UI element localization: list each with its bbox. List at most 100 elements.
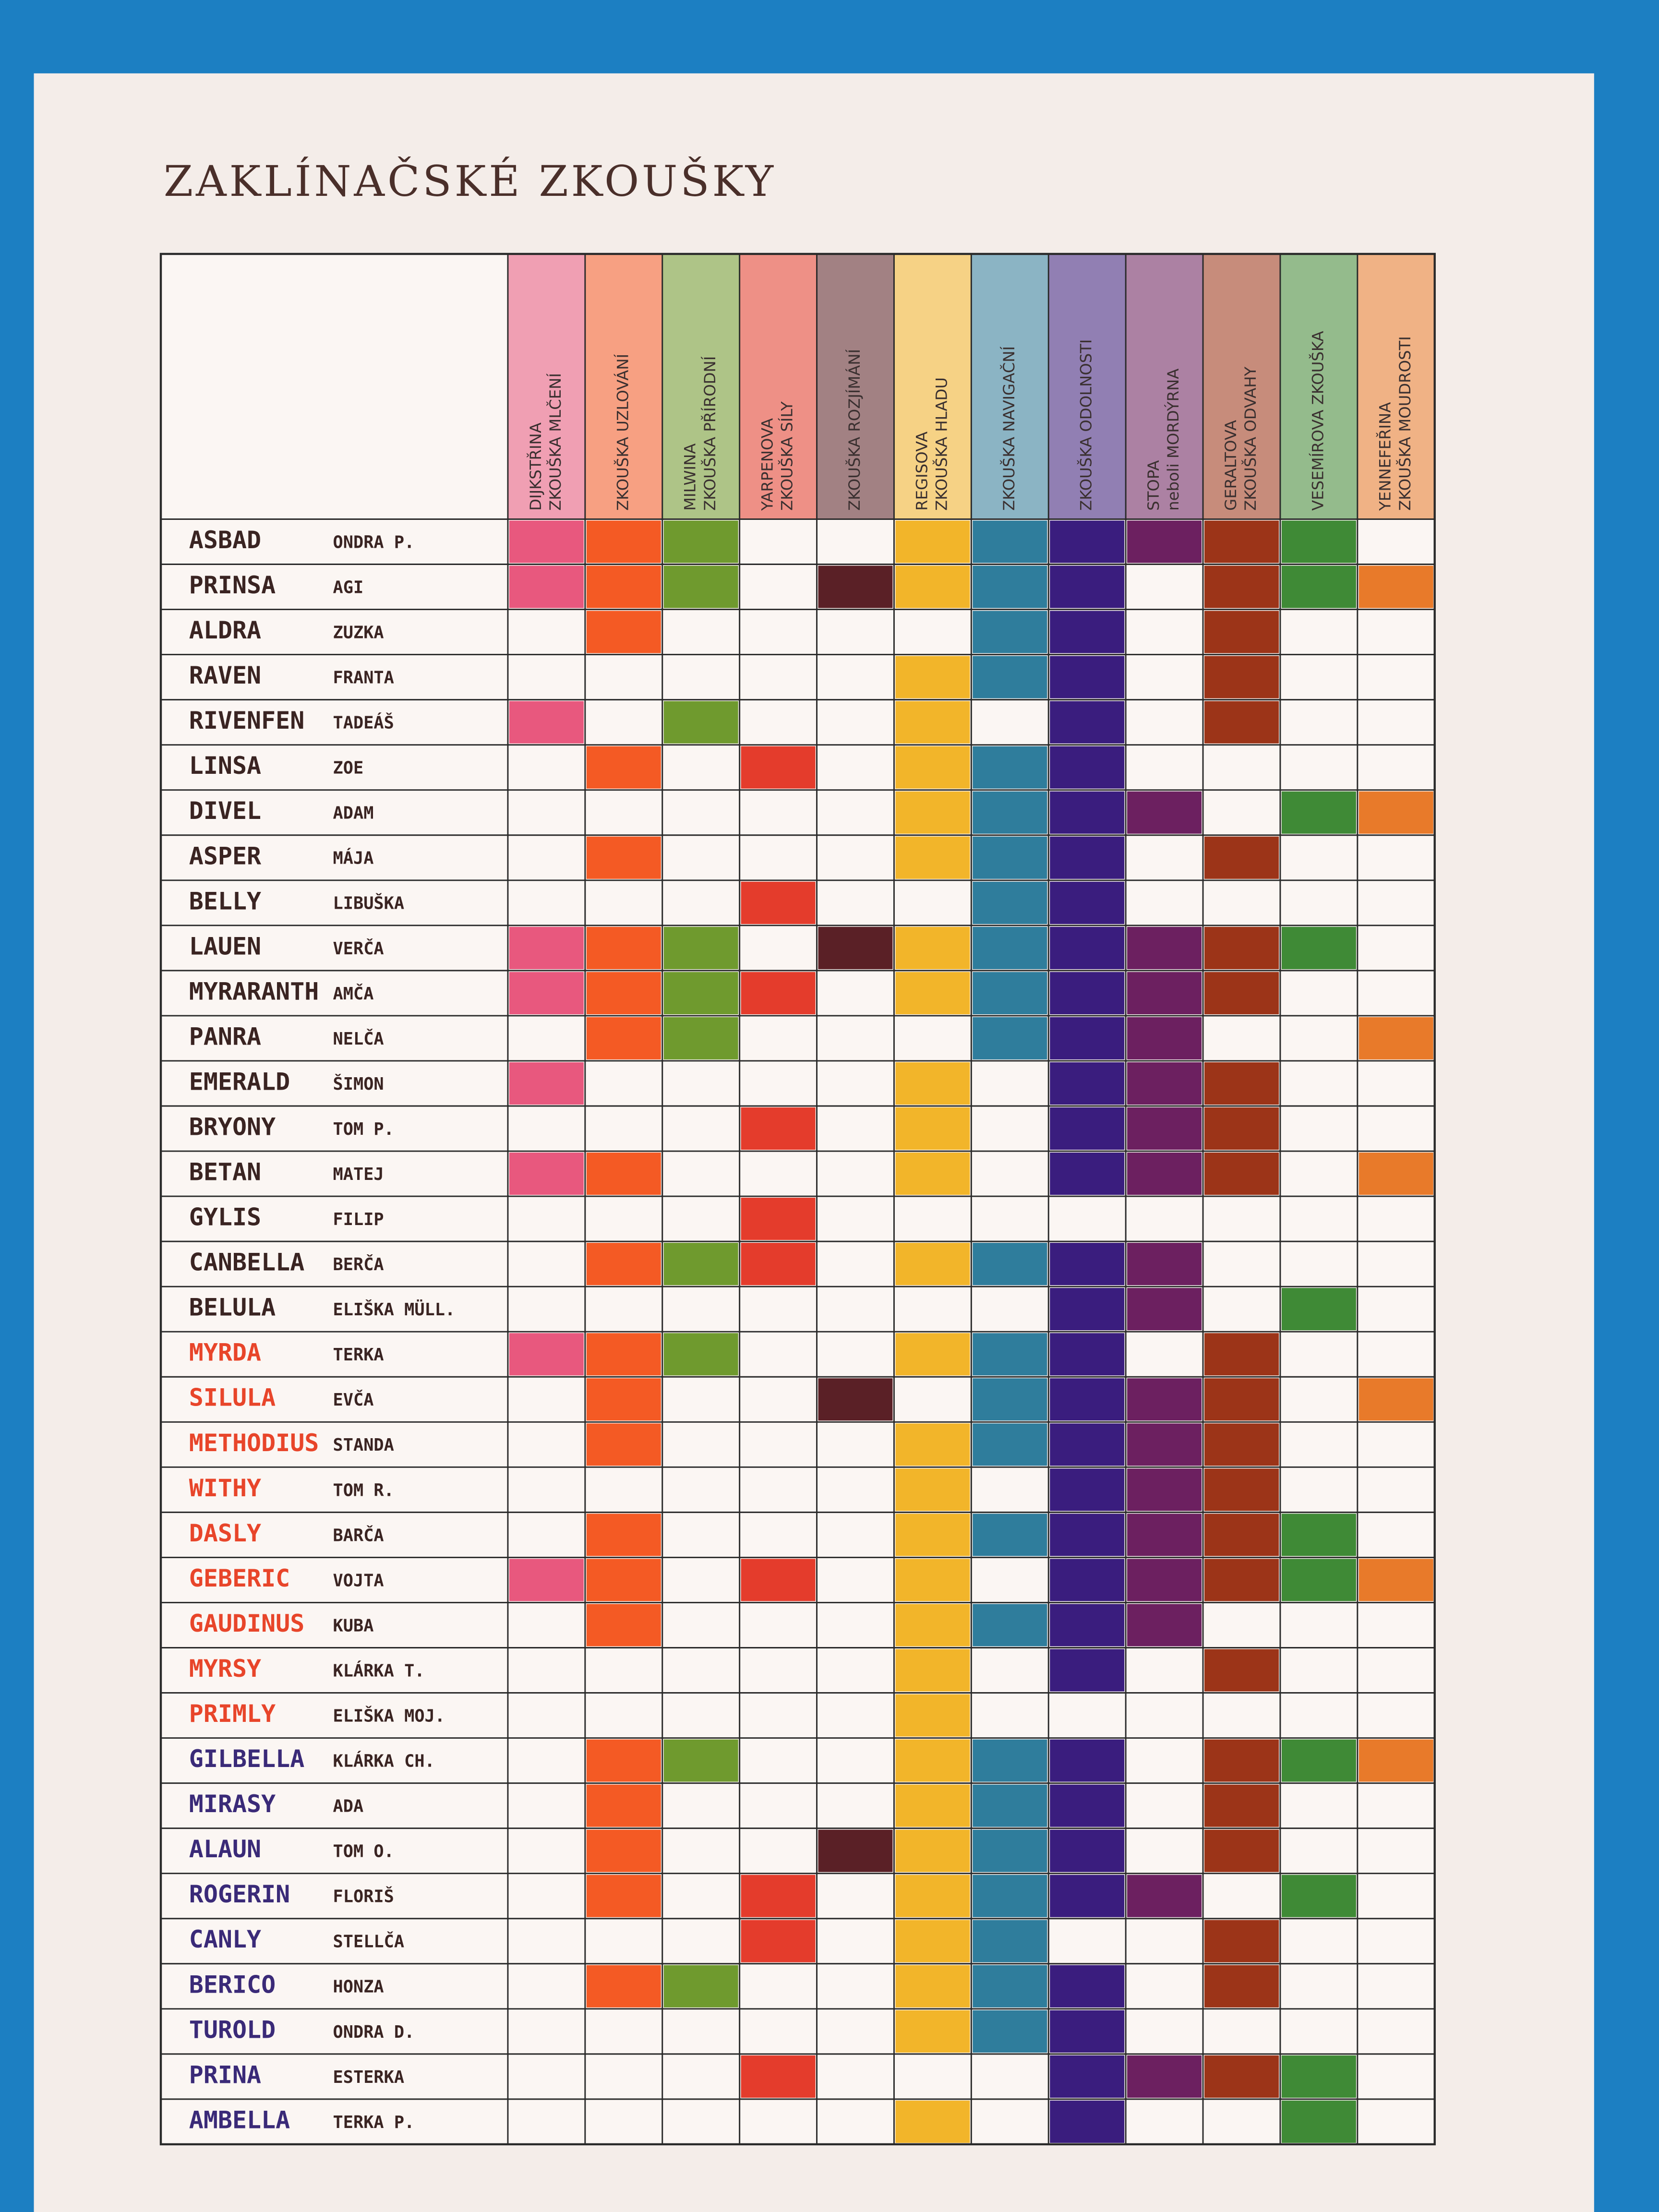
cell bbox=[973, 926, 1047, 969]
cell bbox=[895, 1694, 970, 1737]
cell bbox=[895, 1152, 970, 1195]
column-header-band bbox=[894, 253, 972, 519]
cell bbox=[1127, 1288, 1202, 1331]
cell bbox=[973, 836, 1047, 879]
cell bbox=[895, 2010, 970, 2053]
cell bbox=[509, 1333, 584, 1376]
cell bbox=[1281, 2055, 1356, 2098]
cell bbox=[973, 746, 1047, 789]
student-name: ASPER bbox=[189, 842, 262, 870]
cell bbox=[1204, 1514, 1279, 1556]
student-name: GAUDINUS bbox=[189, 1610, 305, 1637]
column-header: ZKOUŠKA SÍLY bbox=[778, 401, 796, 511]
student-nickname: STELLČA bbox=[333, 1932, 405, 1952]
column-header-band bbox=[971, 253, 1049, 519]
student-name: BETAN bbox=[189, 1158, 261, 1186]
cell bbox=[1050, 1559, 1125, 1601]
student-name: ALDRA bbox=[189, 616, 261, 644]
cell bbox=[586, 926, 661, 969]
student-nickname: EVČA bbox=[333, 1390, 374, 1410]
cell bbox=[895, 1739, 970, 1782]
cell bbox=[1358, 1559, 1433, 1601]
cell bbox=[895, 1243, 970, 1286]
cell bbox=[1204, 1423, 1279, 1466]
column-header: STOPA bbox=[1144, 460, 1163, 511]
cell bbox=[973, 520, 1047, 563]
cell bbox=[1204, 1829, 1279, 1872]
column-header: ZKOUŠKA NAVIGAČNÍ bbox=[999, 346, 1018, 511]
student-name: RAVEN bbox=[189, 661, 261, 689]
cell bbox=[973, 1017, 1047, 1060]
cell bbox=[1204, 1468, 1279, 1511]
cell bbox=[973, 1739, 1047, 1782]
table-border bbox=[159, 252, 1436, 2146]
cell bbox=[973, 791, 1047, 834]
cell bbox=[1281, 565, 1356, 608]
student-nickname: FILIP bbox=[333, 1210, 384, 1229]
cell bbox=[895, 1875, 970, 1917]
cell bbox=[1204, 656, 1279, 698]
cell bbox=[895, 1333, 970, 1376]
cell bbox=[509, 1559, 584, 1601]
cell bbox=[586, 1017, 661, 1060]
student-name: PRIMLY bbox=[189, 1700, 276, 1728]
student-name: BRYONY bbox=[189, 1113, 276, 1141]
cell bbox=[586, 1784, 661, 1827]
cell bbox=[1281, 1288, 1356, 1331]
student-nickname: MÁJA bbox=[333, 848, 374, 868]
cell bbox=[1050, 1062, 1125, 1105]
cell bbox=[1127, 1423, 1202, 1466]
student-name: METHODIUS bbox=[189, 1429, 319, 1457]
cell bbox=[1050, 611, 1125, 653]
cell bbox=[1204, 2055, 1279, 2098]
student-nickname: TOM O. bbox=[333, 1842, 394, 1862]
cell bbox=[895, 1965, 970, 2008]
column-header: ZKOUŠKA MLČENÍ bbox=[546, 373, 565, 511]
cell bbox=[818, 565, 893, 608]
cell bbox=[741, 1198, 816, 1240]
student-nickname: TADEÁŠ bbox=[333, 713, 394, 733]
cell bbox=[1050, 1875, 1125, 1917]
student-nickname: BARČA bbox=[333, 1525, 384, 1545]
cell bbox=[1127, 1514, 1202, 1556]
cell bbox=[1281, 791, 1356, 834]
cell bbox=[895, 1559, 970, 1601]
cell bbox=[1050, 656, 1125, 698]
cell bbox=[973, 881, 1047, 924]
cell bbox=[973, 656, 1047, 698]
cell bbox=[663, 1739, 738, 1782]
cell bbox=[509, 1152, 584, 1195]
cell bbox=[1050, 2055, 1125, 2098]
cell bbox=[973, 1243, 1047, 1286]
cell bbox=[586, 611, 661, 653]
cell bbox=[895, 520, 970, 563]
cell bbox=[1204, 972, 1279, 1014]
student-nickname: FRANTA bbox=[333, 668, 394, 688]
cell bbox=[1050, 2010, 1125, 2053]
student-nickname: FLORIŠ bbox=[333, 1887, 394, 1907]
cell bbox=[973, 1333, 1047, 1376]
column-header: ZKOUŠKA ROZJÍMÁNÍ bbox=[845, 349, 864, 511]
student-name: GILBELLA bbox=[189, 1745, 305, 1773]
cell bbox=[1050, 1829, 1125, 1872]
cell bbox=[1204, 1333, 1279, 1376]
cell bbox=[1050, 2100, 1125, 2143]
student-name: ROGERIN bbox=[189, 1880, 290, 1908]
cell bbox=[1127, 1559, 1202, 1601]
cell bbox=[586, 746, 661, 789]
cell bbox=[586, 1604, 661, 1647]
cell bbox=[1050, 836, 1125, 879]
cell bbox=[1127, 1152, 1202, 1195]
cell bbox=[1050, 701, 1125, 744]
student-name: ASBAD bbox=[189, 526, 261, 554]
student-nickname: ZUZKA bbox=[333, 623, 384, 643]
column-header: VESEMÍROVA ZKOUŠKA bbox=[1308, 331, 1327, 510]
student-nickname: TERKA bbox=[333, 1345, 384, 1365]
student-name: CANLY bbox=[189, 1925, 261, 1953]
student-name: AMBELLA bbox=[189, 2106, 290, 2134]
cell bbox=[1204, 1965, 1279, 2008]
cell bbox=[1204, 1649, 1279, 1692]
cell bbox=[586, 1152, 661, 1195]
table: DIJKSTŘINA ZKOUŠKA MLČENÍ ZKOUŠKA UZLOVÁNÍ… bbox=[159, 252, 1436, 2146]
